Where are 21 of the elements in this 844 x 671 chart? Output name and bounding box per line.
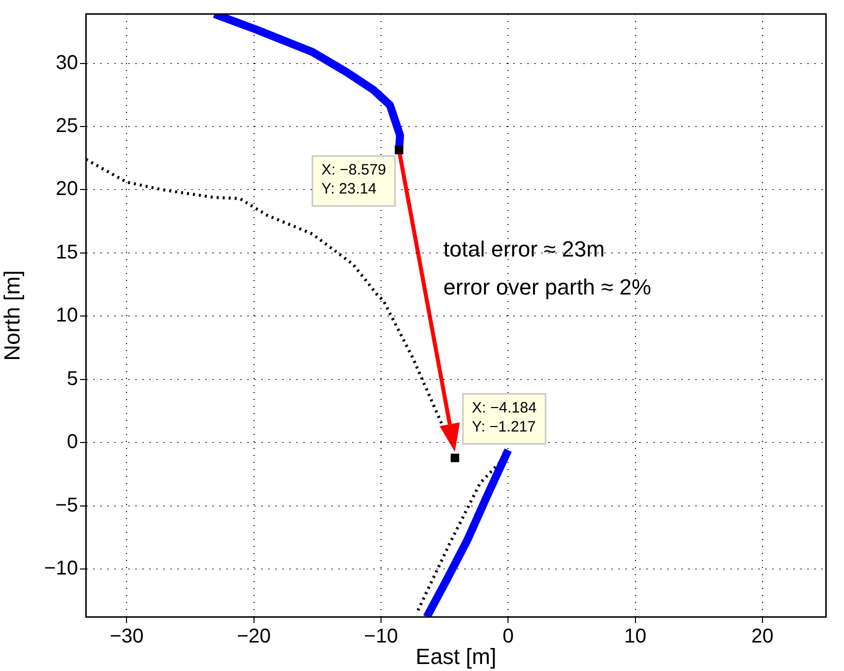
y-tick-label: 30 [56,52,78,74]
x-tick-label: 0 [502,626,514,648]
y-tick-label: 5 [66,368,78,390]
annotation: error over parth ≈ 2% [443,274,652,300]
y-tick-label: 25 [56,115,78,138]
y-tick-label: −10 [44,557,78,580]
x-tick-label: 20 [751,626,774,648]
y-tick-label: 10 [56,304,78,327]
x-tick-label: −30 [110,626,144,648]
annotation: X: −8.579 Y: 23.14 [321,162,386,198]
y-tick-label: 20 [56,178,78,200]
x-tick-label: 10 [624,626,646,648]
y-tick-label: 0 [66,431,78,454]
annotation: total error ≈ 23m [443,236,605,262]
x-axis-title: East [m] [416,644,496,669]
annotation: X: −4.184 Y: −1.217 [472,400,537,436]
x-tick-label: −20 [236,626,271,648]
y-axis-title: North [m] [0,270,24,361]
y-tick-label: 15 [56,241,78,264]
y-tick-label: −5 [55,494,78,516]
x-tick-label: −10 [364,626,398,648]
